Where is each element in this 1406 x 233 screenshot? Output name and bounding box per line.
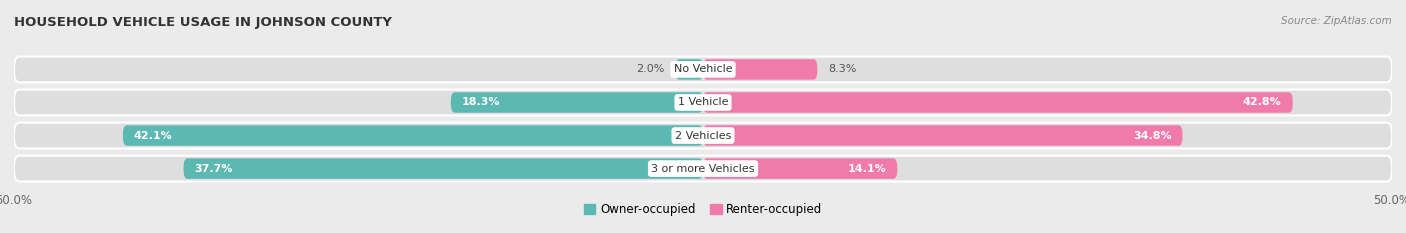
Text: 14.1%: 14.1% — [848, 164, 886, 174]
FancyBboxPatch shape — [703, 125, 1182, 146]
FancyBboxPatch shape — [703, 158, 897, 179]
FancyBboxPatch shape — [451, 92, 703, 113]
Text: 8.3%: 8.3% — [828, 65, 856, 74]
Text: 1 Vehicle: 1 Vehicle — [678, 97, 728, 107]
Legend: Owner-occupied, Renter-occupied: Owner-occupied, Renter-occupied — [583, 203, 823, 216]
FancyBboxPatch shape — [703, 59, 817, 80]
FancyBboxPatch shape — [14, 90, 1392, 115]
Text: HOUSEHOLD VEHICLE USAGE IN JOHNSON COUNTY: HOUSEHOLD VEHICLE USAGE IN JOHNSON COUNT… — [14, 16, 392, 29]
FancyBboxPatch shape — [14, 123, 1392, 148]
Text: No Vehicle: No Vehicle — [673, 65, 733, 74]
Text: 3 or more Vehicles: 3 or more Vehicles — [651, 164, 755, 174]
Text: 2 Vehicles: 2 Vehicles — [675, 130, 731, 140]
Text: 37.7%: 37.7% — [194, 164, 233, 174]
FancyBboxPatch shape — [703, 92, 1292, 113]
Text: 2.0%: 2.0% — [636, 65, 665, 74]
Text: 18.3%: 18.3% — [461, 97, 501, 107]
FancyBboxPatch shape — [122, 125, 703, 146]
FancyBboxPatch shape — [14, 57, 1392, 82]
Text: 42.1%: 42.1% — [134, 130, 173, 140]
FancyBboxPatch shape — [184, 158, 703, 179]
FancyBboxPatch shape — [675, 59, 703, 80]
Text: 42.8%: 42.8% — [1243, 97, 1282, 107]
Text: 34.8%: 34.8% — [1133, 130, 1171, 140]
FancyBboxPatch shape — [14, 156, 1392, 182]
Text: Source: ZipAtlas.com: Source: ZipAtlas.com — [1281, 16, 1392, 26]
